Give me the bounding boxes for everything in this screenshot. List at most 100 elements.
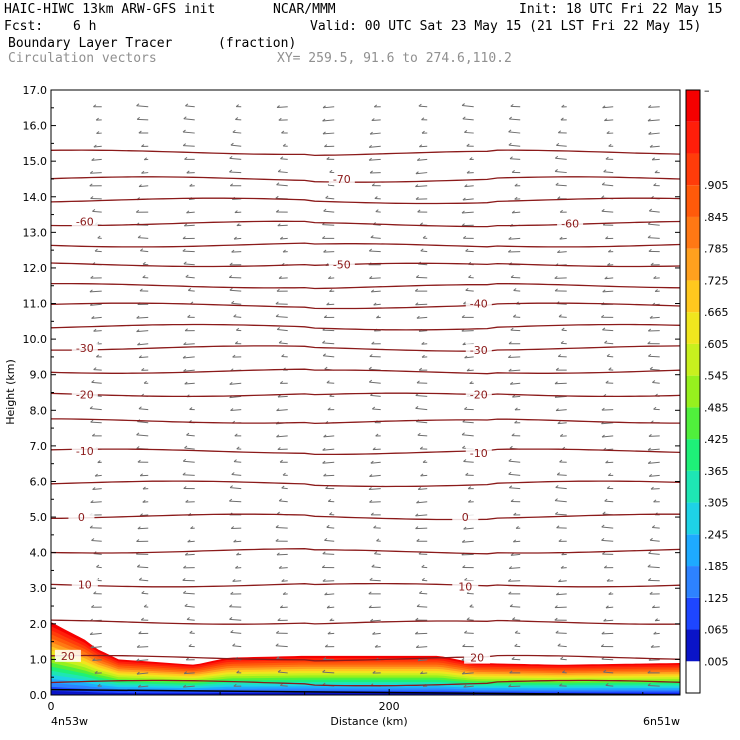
contour-label-bg [465,297,492,310]
vector-arrow [509,156,521,160]
colorbar-label: .605 [704,338,729,351]
vector-arrow [325,486,335,490]
colorbar-label: .905 [704,179,729,192]
vector-arrow [138,184,149,188]
vector-arrow [326,302,335,306]
vector-arrow [185,103,195,108]
vector-arrow [275,314,288,318]
colorbar-label: .545 [704,370,729,383]
vector-arrow [182,458,195,463]
vector-arrow [514,196,521,200]
vector-arrow [554,605,567,609]
vector-arrow [369,170,381,174]
vector-arrow [322,669,335,674]
contour-line [51,392,680,398]
y-tick-label: 3.0 [30,582,48,595]
vector-arrow [329,169,335,174]
vector-arrow [601,631,614,635]
vector-arrow [416,538,428,542]
contour-label-bg [71,578,98,591]
vector-arrow [371,564,381,569]
y-tick-label: 12.0 [23,262,48,275]
vector-arrow [461,539,474,543]
y-tick-label: 8.0 [30,404,48,417]
vector-arrow [508,236,521,240]
vector-arrow [463,684,474,688]
vector-arrow [141,367,149,371]
vector-arrow [279,381,288,384]
vector-arrow [415,171,428,175]
vector-arrow [461,210,474,214]
fcst-label: Fcst: [4,19,44,34]
colorbar: .005 .065 .125 .185 .245 .305 .365 .425 .485 .545… [685,84,729,694]
vector-arrow [512,394,521,398]
contour-label-bg [328,258,355,271]
vector-arrow [650,644,660,648]
vector-arrow [510,103,521,108]
contour-label: 20 [61,650,75,663]
colorbar-label: .485 [704,401,729,414]
vector-arrow [276,288,288,292]
colorbar-segment [686,597,700,630]
vector-arrow [230,408,242,411]
vector-arrow [417,487,428,490]
contour-line [51,513,680,521]
vector-arrow [185,657,195,661]
vector-arrow [368,366,381,371]
vector-arrow [140,248,149,253]
vector-arrow [142,486,149,490]
vector-arrow [555,367,567,371]
vector-arrow [654,289,660,293]
vector-arrow [324,144,335,148]
vector-arrow [514,420,521,424]
vector-arrow [510,327,521,332]
vector-arrow [90,419,102,424]
vector-arrow [469,157,474,161]
plot-frame [50,89,681,696]
vector-arrow [557,250,567,254]
vector-arrow [554,498,567,503]
colorbar-segment [686,248,700,281]
vector-arrow [554,155,567,160]
contour-line [51,548,680,555]
vector-arrow [509,381,521,385]
vector-arrow [556,143,567,147]
contour-label: -40 [470,298,488,311]
vector-arrow [419,144,428,148]
vector-arrow [605,156,614,160]
vector-arrow [182,355,195,359]
vector-arrow [189,407,195,411]
contour-line [51,418,680,425]
vector-arrow [236,223,242,227]
vector-arrow [605,460,614,464]
vector-arrow [562,670,567,674]
vector-arrow [182,129,195,134]
vector-arrow [281,485,288,490]
vector-arrow [508,355,521,358]
vector-arrow [91,433,102,437]
vector-arrow [464,130,474,134]
vector-arrow [183,261,195,266]
vector-arrow [229,617,242,621]
vector-arrow [368,144,381,148]
y-tick-label: 5.0 [30,511,48,524]
vector-arrow [514,183,521,187]
vector-arrow [508,368,521,372]
vector-arrow [373,302,381,306]
vector-arrow [556,525,567,529]
vector-arrow [322,118,335,122]
vector-arrow [277,169,288,174]
vector-arrow [282,143,288,147]
vector-arrow [601,434,614,438]
vector-arrow [422,459,428,463]
vector-arrow [600,644,614,648]
contour-label: -20 [76,388,94,401]
vector-arrow [370,235,381,239]
vector-arrow [648,353,660,358]
vector-arrow [422,235,428,239]
vector-arrow [183,368,195,372]
vector-arrow [229,262,242,266]
vector-arrow [329,289,335,293]
vector-arrow [137,526,149,530]
vector-arrow [229,287,242,292]
